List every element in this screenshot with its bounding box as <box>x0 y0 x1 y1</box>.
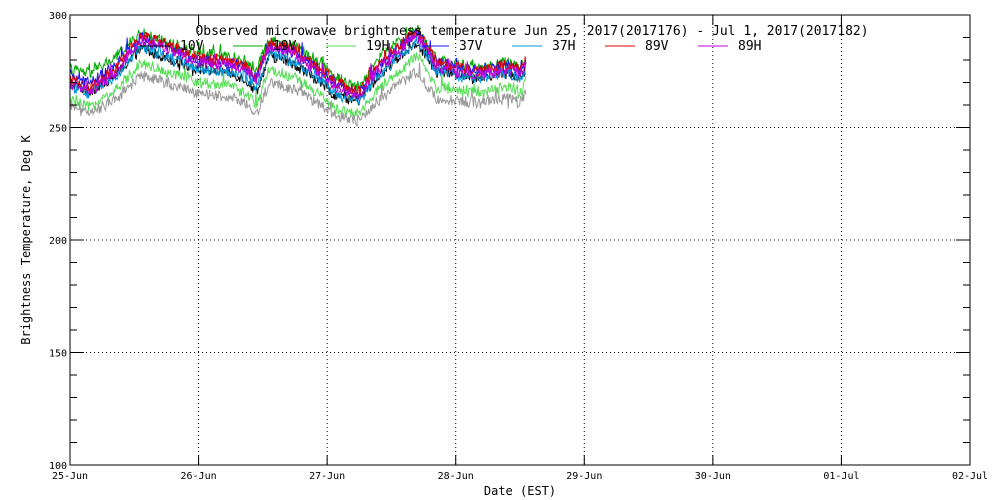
x-tick-label: 27-Jun <box>309 471 345 482</box>
x-tick-label: 02-Jul <box>952 471 988 482</box>
x-tick-label: 26-Jun <box>181 471 217 482</box>
y-tick-label: 100 <box>49 461 67 472</box>
x-axis-title: Date (EST) <box>484 484 556 498</box>
y-tick-label: 300 <box>49 11 67 22</box>
legend-label: 10V <box>180 39 204 54</box>
y-tick-label: 150 <box>49 349 67 360</box>
x-tick-label: 30-Jun <box>695 471 731 482</box>
x-tick-label: 29-Jun <box>566 471 602 482</box>
y-tick-labels: 100 150 200 250 300 <box>49 11 67 472</box>
legend-label: 37V <box>459 39 483 54</box>
legend-label: 89H <box>738 39 761 54</box>
x-tick-label: 28-Jun <box>438 471 474 482</box>
x-tick-label: 25-Jun <box>52 471 88 482</box>
axis-ticks <box>69 14 971 466</box>
y-tick-label: 200 <box>49 236 67 247</box>
x-tick-labels: 25-Jun 26-Jun 27-Jun 28-Jun 29-Jun 30-Jun 01-J… <box>52 471 988 482</box>
legend-label: 19V <box>273 39 297 54</box>
legend-label: 37H <box>552 39 575 54</box>
grid-lines <box>70 15 970 465</box>
series-line-19h <box>69 52 527 121</box>
legend-label: 19H <box>366 39 389 54</box>
x-tick-label: 01-Jul <box>823 471 859 482</box>
series-line-89h <box>69 30 527 101</box>
series-lines <box>69 24 527 128</box>
legend: 10V 19V 19H 37V 37H 89V 89H <box>140 39 761 54</box>
y-axis-title: Brightness Temperature, Deg K <box>19 134 33 344</box>
series-line-reference <box>69 62 527 128</box>
legend-label: 89V <box>645 39 669 54</box>
y-tick-label: 250 <box>49 124 67 135</box>
chart-title: Observed microwave brightness temperatur… <box>195 24 868 39</box>
